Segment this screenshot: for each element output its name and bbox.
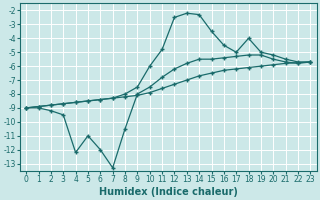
- X-axis label: Humidex (Indice chaleur): Humidex (Indice chaleur): [99, 187, 238, 197]
